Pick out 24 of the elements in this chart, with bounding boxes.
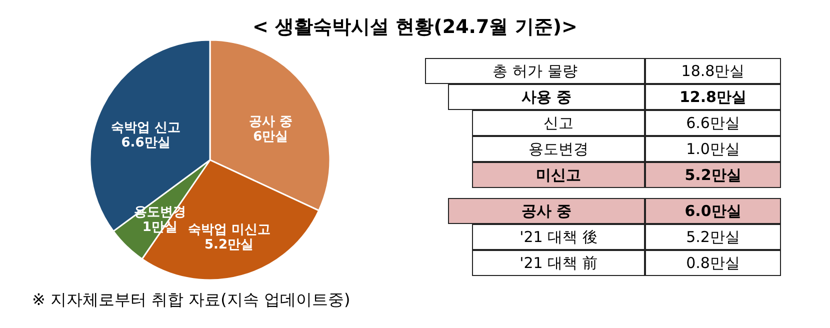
text: 5.2만실 — [645, 224, 781, 250]
text: 용도변경 — [472, 136, 645, 162]
text: 미신고 — [472, 162, 645, 188]
text: 1.0만실 — [645, 136, 781, 162]
text: 사용 중 — [448, 84, 645, 110]
slice-label: 숙박업 미신고 — [188, 222, 270, 238]
text: 5.2만실 — [645, 162, 781, 188]
text: 공사 중 — [448, 198, 645, 224]
data-label: 6.6만실 — [121, 136, 170, 151]
text: 총 허가 물량 — [425, 58, 645, 84]
text: 18.8만실 — [645, 58, 781, 84]
text: '21 대책 前 — [472, 250, 645, 276]
slice-label: 숙박업 신고 — [110, 120, 181, 136]
text: 신고 — [472, 110, 645, 136]
text: 0.8만실 — [645, 250, 781, 276]
text: 12.8만실 — [645, 84, 781, 110]
text: '21 대책 後 — [472, 224, 645, 250]
slice-label: 공사 중 — [248, 114, 292, 130]
text: 6.6만실 — [645, 110, 781, 136]
text: < 생활숙박시설 현황(24.7월 기준)> — [252, 15, 578, 40]
text: 6.0만실 — [645, 198, 781, 224]
data-label: 6만실 — [253, 129, 288, 144]
data-label: 5.2만실 — [204, 237, 254, 252]
text: ※ 지자체로부터 취합 자료(지속 업데이트중) — [32, 290, 350, 311]
